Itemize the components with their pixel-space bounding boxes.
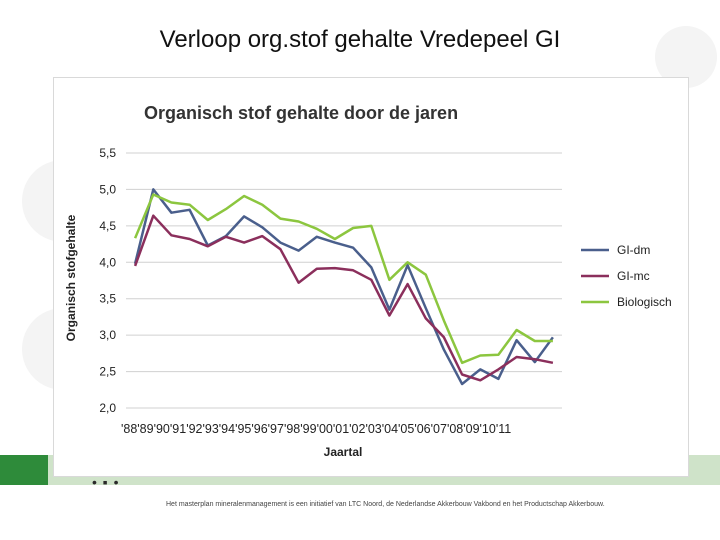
y-axis-label: Organisch stofgehalte <box>64 214 78 341</box>
y-tick-label: 2,5 <box>99 365 116 379</box>
series-line-gi-dm <box>133 188 554 386</box>
x-tick-label: '04 <box>382 422 398 436</box>
x-tick-label: '10 <box>480 422 496 436</box>
x-tick-label: '94 <box>219 422 235 436</box>
y-tick-label: 2,0 <box>99 401 116 415</box>
x-tick-label: '91 <box>170 422 186 436</box>
footer-green-block <box>0 455 48 485</box>
x-tick-label: '98 <box>284 422 300 436</box>
x-tick-label: '90 <box>154 422 170 436</box>
y-tick-label: 4,5 <box>99 219 116 233</box>
x-tick-label: '08 <box>447 422 463 436</box>
legend-label: Biologisch <box>617 295 672 309</box>
y-tick-label: 3,5 <box>99 292 116 306</box>
series-line-gi-mc <box>133 214 554 382</box>
x-tick-label: '89 <box>137 422 153 436</box>
x-tick-label: '11 <box>496 422 511 436</box>
x-tick-label: '00 <box>317 422 333 436</box>
x-tick-label: '09 <box>463 422 479 436</box>
series-line-biologisch <box>133 193 553 365</box>
y-tick-label: 5,5 <box>99 146 116 160</box>
chart-frame: Organisch stof gehalte door de jaren Org… <box>53 77 689 477</box>
x-tick-label: '97 <box>268 422 284 436</box>
legend-label: GI-dm <box>617 243 650 257</box>
x-tick-label: '02 <box>349 422 365 436</box>
x-tick-label: '07 <box>431 422 447 436</box>
chart-title: Organisch stof gehalte door de jaren <box>144 103 458 123</box>
slide-title: Verloop org.stof gehalte Vredepeel GI <box>159 26 561 53</box>
x-axis-label: Jaartal <box>324 445 363 459</box>
x-tick-label: '99 <box>300 422 316 436</box>
x-tick-label: '93 <box>202 422 218 436</box>
x-tick-labels: '88'89'90'91'92'93'94'95'96'97'98'99'00'… <box>121 422 511 436</box>
x-tick-label: '03 <box>365 422 381 436</box>
x-tick-label: '88 <box>121 422 137 436</box>
y-tick-label: 5,0 <box>99 182 116 196</box>
y-tick-label: 3,0 <box>99 328 116 342</box>
legend-label: GI-mc <box>617 269 650 283</box>
footer-text: Het masterplan mineralenmanagement is ee… <box>166 501 605 508</box>
y-tick-label: 4,0 <box>99 255 116 269</box>
line-chart: Organisch stof gehalte door de jaren Org… <box>64 103 672 459</box>
x-tick-label: '92 <box>186 422 202 436</box>
x-tick-label: '95 <box>235 422 251 436</box>
x-tick-label: '96 <box>251 422 267 436</box>
x-tick-label: '01 <box>333 422 349 436</box>
x-tick-label: '06 <box>414 422 430 436</box>
footer-logo-dots: • ▪ • <box>92 474 120 490</box>
x-tick-label: '05 <box>398 422 414 436</box>
